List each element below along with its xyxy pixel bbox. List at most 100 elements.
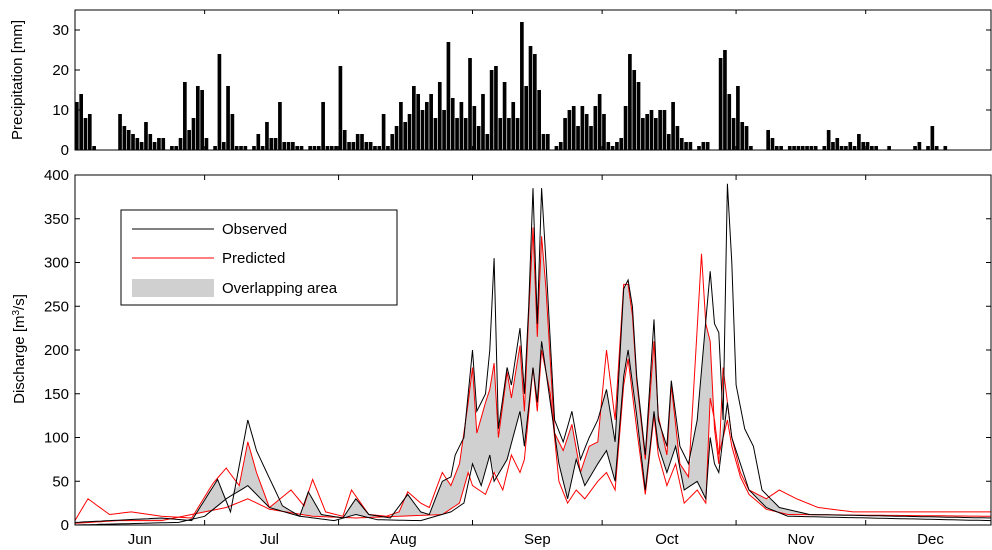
precipitation-bar: [183, 82, 187, 150]
precipitation-bar: [874, 146, 879, 150]
precipitation-bar: [178, 138, 183, 150]
precipitation-panel: 0 10 20 30 Precipitation [mm]: [9, 9, 992, 159]
discharge-y-ticks: 0 50 100 150 200 250 300 350 400: [44, 167, 991, 534]
precipitation-bar: [373, 146, 377, 150]
precipitation-bar: [390, 134, 395, 150]
precipitation-bar: [558, 142, 563, 150]
legend-overlap-label: Overlapping area: [222, 280, 338, 297]
precipitation-bar: [671, 102, 675, 150]
precipitation-bar: [593, 106, 598, 150]
precipitation-bar: [930, 126, 935, 150]
precipitation-bar: [442, 110, 446, 150]
discharge-panel: 0 50 100 150 200 250 300 350 400 Jun Jul Aug Sep Oct…: [11, 167, 992, 548]
precipitation-bar: [433, 118, 438, 150]
precipitation-bar: [792, 146, 796, 150]
precipitation-bar: [282, 142, 287, 150]
x-tick-label: Aug: [390, 531, 417, 548]
precipitation-bar: [740, 122, 745, 150]
precipitation-bar: [416, 94, 421, 150]
precipitation-bar: [857, 134, 861, 150]
precipitation-bar: [727, 94, 732, 150]
precipitation-bar: [83, 118, 88, 150]
x-tick-label: Sep: [524, 531, 551, 548]
precipitation-bar: [779, 146, 783, 150]
precipitation-bar: [774, 146, 779, 150]
precipitation-bar: [805, 146, 809, 150]
y-tick-label: 200: [44, 342, 69, 359]
precipitation-bar: [286, 142, 291, 150]
precipitation-bar: [602, 114, 606, 150]
precipitation-bar: [926, 146, 930, 150]
precipitation-bar: [399, 102, 403, 150]
precipitation-bar: [887, 146, 891, 150]
precipitation-bar: [537, 90, 541, 150]
y-tick-label: 10: [52, 102, 69, 119]
precipitation-bar: [299, 146, 304, 150]
precipitation-bar: [541, 134, 546, 150]
precipitation-bar: [800, 146, 805, 150]
precipitation-bar: [407, 114, 412, 150]
month-x-ticks: Jun Jul Aug Sep Oct Nov Dec: [74, 175, 944, 548]
precipitation-bar: [636, 82, 641, 150]
discharge-y-axis-label: Discharge [m3/s]: [11, 294, 29, 404]
x-tick-label: Oct: [655, 531, 679, 548]
precipitation-bar: [213, 146, 217, 150]
precipitation-bar: [226, 86, 230, 150]
precipitation-bar: [161, 138, 166, 150]
precipitation-bar: [770, 138, 775, 150]
precipitation-bar: [412, 86, 416, 150]
precipitation-bar: [360, 134, 364, 150]
precipitation-bar: [870, 146, 874, 150]
precipitation-bar: [295, 146, 300, 150]
precipitation-bar: [170, 146, 174, 150]
observed-upper-line: [74, 183, 992, 523]
precipitation-bar: [848, 142, 853, 150]
precipitation-bar: [511, 102, 516, 150]
precipitation-bars: [75, 22, 948, 150]
x-tick-label: Nov: [788, 531, 815, 548]
precipitation-bar: [796, 146, 801, 150]
precipitation-bar: [736, 86, 740, 150]
precipitation-bar: [368, 142, 373, 150]
precipitation-bar: [723, 50, 727, 150]
precipitation-bar: [221, 142, 226, 150]
precipitation-bar: [662, 110, 667, 150]
predicted-upper-line: [74, 227, 991, 521]
precipitation-bar: [615, 142, 619, 150]
precipitation-bar: [377, 146, 382, 150]
precipitation-bar: [489, 70, 494, 150]
precipitation-bar: [79, 94, 83, 150]
y-tick-label: 30: [52, 22, 69, 39]
precipitation-bar: [520, 22, 524, 150]
precipitation-bar: [152, 142, 157, 150]
y-tick-label: 300: [44, 255, 69, 272]
precipitation-bar: [446, 42, 451, 150]
legend-overlap-swatch: [132, 279, 214, 297]
precipitation-bar: [563, 118, 567, 150]
precipitation-bar: [567, 110, 572, 150]
precipitation-bar: [187, 130, 192, 150]
precipitation-bar: [524, 86, 529, 150]
precipitation-bar: [252, 146, 256, 150]
precipitation-bar: [273, 138, 278, 150]
precipitation-bar: [589, 126, 593, 150]
precipitation-bar: [403, 122, 408, 150]
precipitation-bar: [852, 146, 857, 150]
precipitation-bar: [420, 110, 425, 150]
precipitation-bar: [334, 146, 338, 150]
legend-predicted-label: Predicted: [222, 250, 285, 267]
precipitation-bar: [325, 146, 330, 150]
x-tick-label: Dec: [917, 531, 944, 548]
precipitation-bar: [813, 146, 818, 150]
precipitation-bar: [641, 118, 645, 150]
precipitation-bar: [533, 54, 537, 150]
precipitation-bar: [278, 102, 282, 150]
precipitation-bar: [459, 102, 464, 150]
precipitation-bar: [485, 134, 490, 150]
precipitation-bar: [679, 138, 684, 150]
precipitation-bar: [943, 146, 948, 150]
legend-observed-label: Observed: [222, 221, 287, 238]
precipitation-bar: [688, 142, 693, 150]
precipitation-bar: [265, 122, 269, 150]
precipitation-bar: [455, 118, 459, 150]
